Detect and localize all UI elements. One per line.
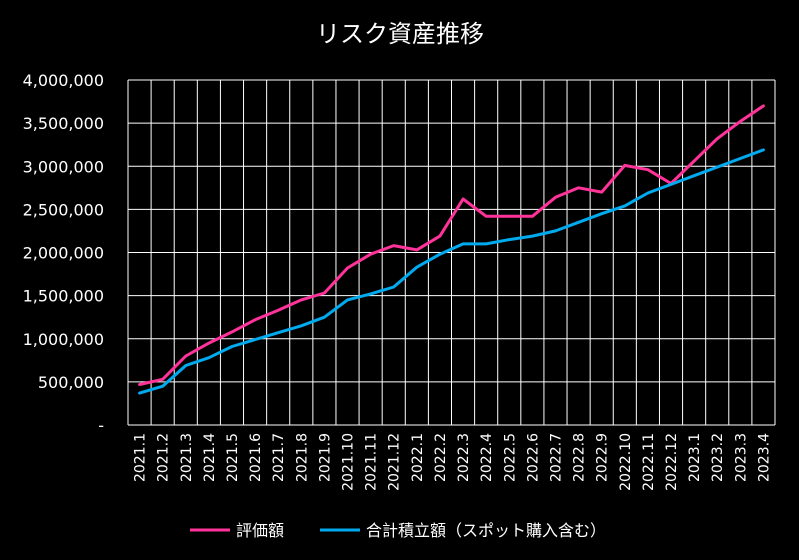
x-tick-label: 2022.7 xyxy=(548,433,564,482)
x-tick-label: 2021.3 xyxy=(179,433,195,482)
legend-label-1: 評価額 xyxy=(236,521,284,540)
x-tick-label: 2021.1 xyxy=(133,433,149,482)
x-tick-label: 2023.4 xyxy=(756,433,772,482)
series-line-2 xyxy=(138,148,765,395)
x-tick-label: 2021.11 xyxy=(364,433,380,491)
x-tick-label: 2021.12 xyxy=(387,433,403,491)
x-tick-label: 2022.2 xyxy=(433,433,449,482)
x-tick-label: 2022.9 xyxy=(595,433,611,482)
y-axis-ticks: - 500,000 1,000,000 1,500,000 2,000,000 2,500… xyxy=(23,71,104,435)
x-tick-label: 2021.5 xyxy=(225,433,241,482)
series-lines xyxy=(138,104,765,395)
y-tick-label: 1,500,000 xyxy=(23,287,104,306)
x-tick-label: 2022.5 xyxy=(502,433,518,482)
x-tick-label: 2021.8 xyxy=(294,433,310,482)
legend: 評価額 合計積立額（スポット購入含む） xyxy=(190,521,606,540)
series-line-1 xyxy=(138,104,765,386)
x-axis-ticks: 2021.1 2021.2 2021.3 2021.4 2021.5 2021.6 2021… xyxy=(133,433,773,491)
x-tick-label: 2022.6 xyxy=(525,433,541,482)
x-tick-label: 2021.4 xyxy=(202,433,218,482)
legend-label-2: 合計積立額（スポット購入含む） xyxy=(366,521,606,540)
x-tick-label: 2021.10 xyxy=(341,433,357,491)
x-tick-label: 2022.4 xyxy=(479,433,495,482)
x-tick-label: 2023.3 xyxy=(733,433,749,482)
x-tick-label: 2022.3 xyxy=(456,433,472,482)
y-tick-label: 3,000,000 xyxy=(23,157,104,176)
x-tick-label: 2021.6 xyxy=(248,433,264,482)
x-tick-label: 2022.8 xyxy=(572,433,588,482)
gridlines xyxy=(127,79,776,426)
y-tick-label: - xyxy=(98,416,104,435)
x-tick-label: 2021.7 xyxy=(271,433,287,482)
y-tick-label: 2,500,000 xyxy=(23,200,104,219)
x-tick-label: 2021.2 xyxy=(156,433,172,482)
x-tick-label: 2023.1 xyxy=(687,433,703,482)
x-tick-label: 2022.12 xyxy=(664,433,680,491)
x-tick-label: 2023.2 xyxy=(710,433,726,482)
x-tick-label: 2022.10 xyxy=(618,433,634,491)
y-tick-label: 500,000 xyxy=(38,373,104,392)
y-tick-label: 1,000,000 xyxy=(23,330,104,349)
y-tick-label: 4,000,000 xyxy=(23,71,104,90)
x-tick-label: 2022.1 xyxy=(410,433,426,482)
x-tick-label: 2022.11 xyxy=(641,433,657,491)
y-tick-label: 3,500,000 xyxy=(23,114,104,133)
chart-title: リスク資産推移 xyxy=(316,20,484,48)
y-tick-label: 2,000,000 xyxy=(23,244,104,263)
x-tick-label: 2021.9 xyxy=(317,433,333,482)
